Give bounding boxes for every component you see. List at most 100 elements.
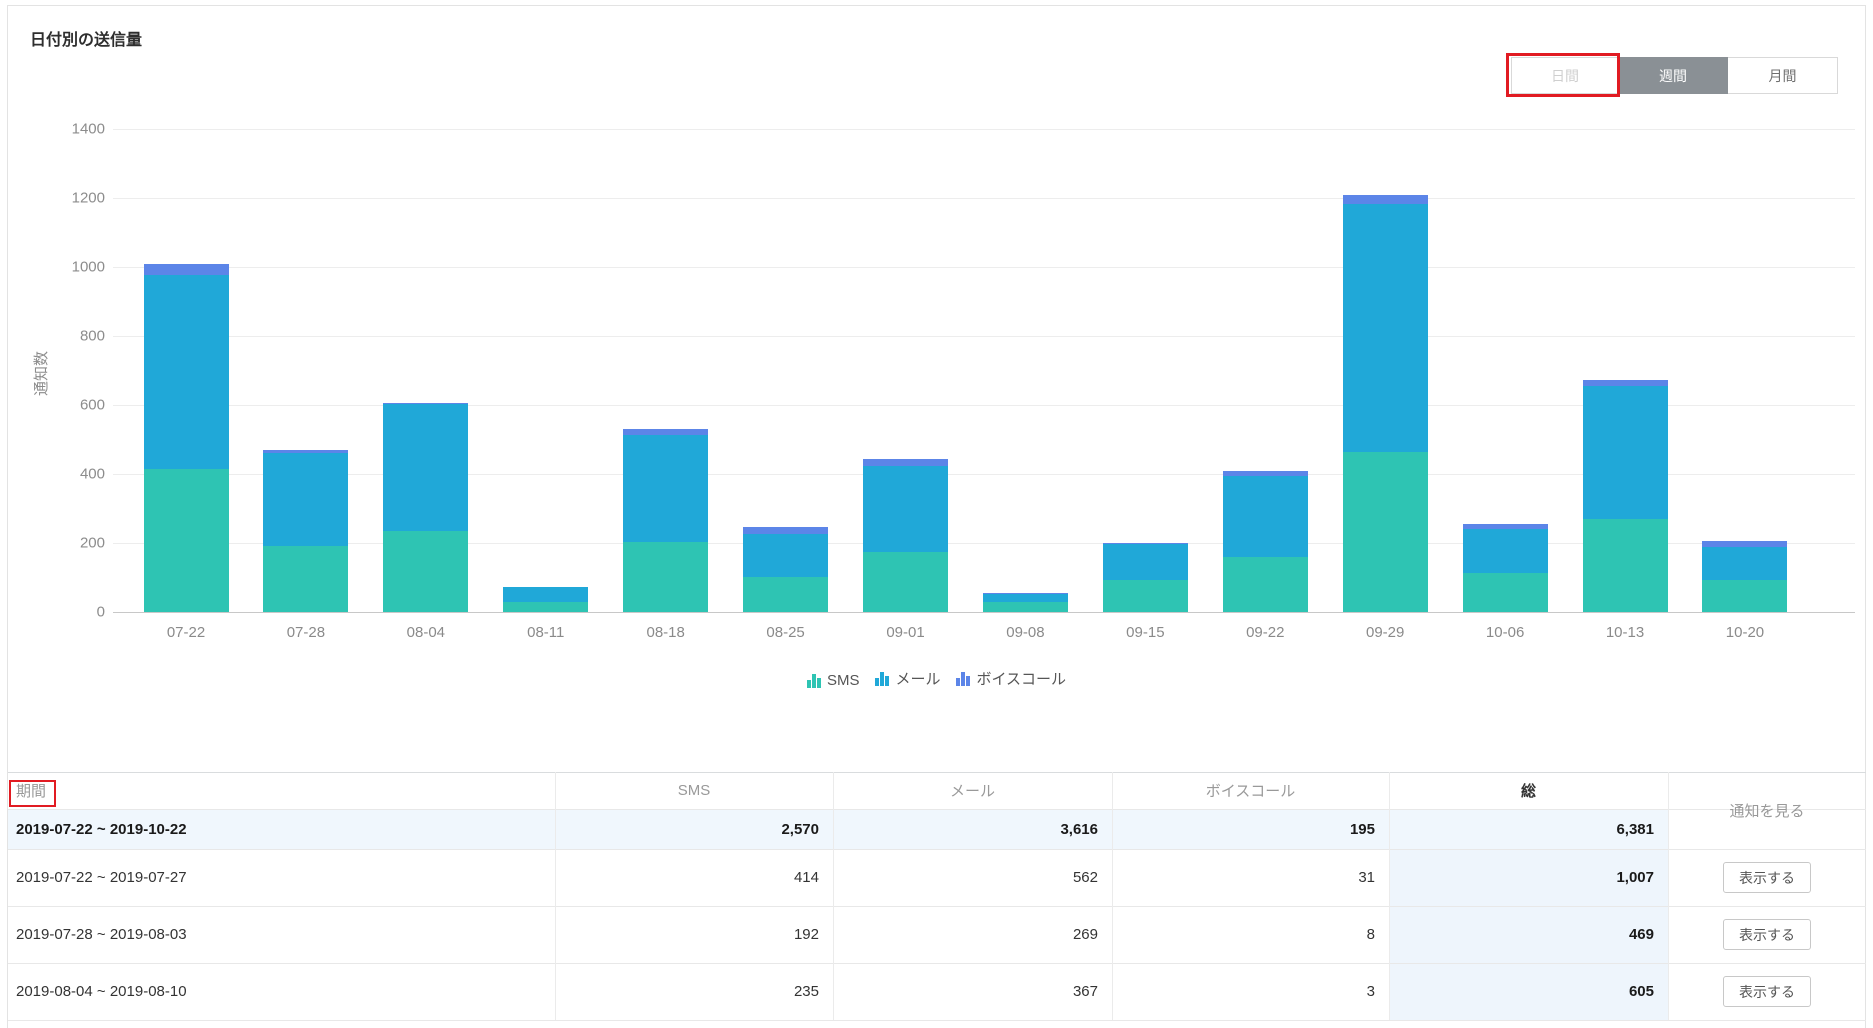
bar-segment-voice-09-15[interactable] xyxy=(1102,543,1188,544)
summary-value-total: 6,381 xyxy=(1616,820,1654,838)
bar-segment-voice-09-01[interactable] xyxy=(863,459,949,466)
bar-segment-sms-09-15[interactable] xyxy=(1102,580,1188,612)
bar-segment-mail-08-18[interactable] xyxy=(623,435,709,542)
bar-segment-mail-10-13[interactable] xyxy=(1582,386,1668,519)
y-tick-label-400: 400 xyxy=(79,465,105,483)
row-period: 2019-07-22 ~ 2019-07-27 xyxy=(16,869,187,886)
row-value-voice: 31 xyxy=(1358,869,1375,886)
gridline-1400 xyxy=(113,129,1855,130)
legend-item-voice[interactable]: ボイスコール xyxy=(956,668,1066,689)
legend-bar-chart-icon-mail xyxy=(875,671,890,686)
y-axis-title: 通知数 xyxy=(33,350,51,397)
chart-legend: SMS メール ボイスコール xyxy=(0,668,1873,689)
bar-segment-sms-09-01[interactable] xyxy=(863,552,949,612)
bar-stack-09-22[interactable] xyxy=(1222,471,1308,612)
bar-segment-mail-09-15[interactable] xyxy=(1102,544,1188,580)
bar-stack-07-22[interactable] xyxy=(143,264,229,612)
gridline-400 xyxy=(113,474,1855,475)
bar-segment-sms-09-29[interactable] xyxy=(1342,452,1428,612)
row-action-cell: 表示する xyxy=(1668,849,1866,906)
legend-label: SMS xyxy=(826,672,860,689)
bar-segment-sms-10-20[interactable] xyxy=(1702,580,1788,612)
bar-stack-08-11[interactable] xyxy=(503,587,589,612)
row-value-mail: 562 xyxy=(1072,869,1098,886)
row-action-cell: 表示する xyxy=(1668,906,1866,963)
bar-segment-mail-08-25[interactable] xyxy=(743,534,829,577)
row-value-sms: 192 xyxy=(793,926,819,943)
x-axis-label-08-25: 08-25 xyxy=(766,624,805,641)
row-value-sms: 235 xyxy=(793,983,819,1000)
bar-segment-mail-10-06[interactable] xyxy=(1462,529,1548,573)
bar-segment-mail-08-11[interactable] xyxy=(503,587,589,602)
bar-segment-sms-08-11[interactable] xyxy=(503,602,589,612)
bar-stack-09-15[interactable] xyxy=(1102,543,1188,612)
bar-segment-voice-10-06[interactable] xyxy=(1462,524,1548,529)
show-notifications-button[interactable]: 表示する xyxy=(1723,919,1811,950)
x-axis-label-09-15: 09-15 xyxy=(1126,624,1165,641)
legend-item-sms[interactable]: SMS xyxy=(806,672,860,689)
bar-stack-09-01[interactable] xyxy=(863,459,949,612)
bar-segment-sms-09-08[interactable] xyxy=(982,602,1068,612)
bar-segment-sms-10-13[interactable] xyxy=(1582,519,1668,612)
y-tick-label-0: 0 xyxy=(96,603,105,621)
bar-stack-10-06[interactable] xyxy=(1462,524,1548,612)
bar-segment-voice-07-22[interactable] xyxy=(143,264,229,275)
x-axis-label-10-13: 10-13 xyxy=(1605,624,1645,641)
bar-segment-mail-09-22[interactable] xyxy=(1222,476,1308,557)
bar-stack-08-18[interactable] xyxy=(623,429,709,612)
bar-segment-mail-07-22[interactable] xyxy=(143,275,229,469)
bar-stack-10-13[interactable] xyxy=(1582,380,1668,612)
legend-label: メール xyxy=(895,671,941,688)
bar-stack-07-28[interactable] xyxy=(263,450,349,612)
bar-segment-sms-10-06[interactable] xyxy=(1462,573,1548,612)
bar-segment-voice-07-28[interactable] xyxy=(263,450,349,453)
bar-stack-08-04[interactable] xyxy=(383,403,469,612)
table-border xyxy=(8,963,1866,964)
column-separator xyxy=(555,772,556,1020)
row-value-mail: 367 xyxy=(1072,983,1098,1000)
row-value-voice: 8 xyxy=(1366,926,1375,943)
bar-segment-voice-08-18[interactable] xyxy=(623,429,709,435)
tab-daily[interactable]: 日間 xyxy=(1511,57,1618,94)
show-notifications-button[interactable]: 表示する xyxy=(1723,976,1811,1007)
legend-icon-bar xyxy=(956,678,961,686)
bar-segment-voice-10-13[interactable] xyxy=(1582,380,1668,386)
bar-segment-mail-09-29[interactable] xyxy=(1342,204,1428,452)
bar-segment-sms-07-22[interactable] xyxy=(143,469,229,612)
column-header-view-notifications: 通知を見る xyxy=(1729,803,1805,820)
legend-icon-bar xyxy=(816,678,821,688)
column-header-period: 期間 xyxy=(16,783,47,800)
x-axis-label-10-06: 10-06 xyxy=(1485,624,1525,641)
show-notifications-button[interactable]: 表示する xyxy=(1723,862,1811,893)
bar-segment-sms-08-25[interactable] xyxy=(743,577,829,612)
table-border xyxy=(8,849,1866,850)
legend-label: ボイスコール xyxy=(976,671,1067,688)
row-value-mail: 269 xyxy=(1072,926,1098,943)
bar-stack-08-25[interactable] xyxy=(743,527,829,612)
legend-item-mail[interactable]: メール xyxy=(875,668,940,689)
gridline-800 xyxy=(113,336,1855,337)
bar-segment-voice-10-20[interactable] xyxy=(1702,541,1788,547)
bar-segment-sms-09-22[interactable] xyxy=(1222,557,1308,612)
bar-segment-voice-09-29[interactable] xyxy=(1342,195,1428,204)
tab-monthly[interactable]: 月間 xyxy=(1728,57,1838,94)
bar-segment-sms-08-18[interactable] xyxy=(623,542,709,612)
bar-segment-sms-07-28[interactable] xyxy=(263,546,349,612)
tab-weekly[interactable]: 週間 xyxy=(1618,57,1728,94)
bar-segment-mail-09-08[interactable] xyxy=(982,594,1068,602)
bar-segment-mail-08-04[interactable] xyxy=(383,404,469,531)
table-border xyxy=(8,1020,1866,1021)
bar-stack-09-08[interactable] xyxy=(982,593,1068,612)
bar-segment-voice-08-04[interactable] xyxy=(383,403,469,404)
bar-stack-10-20[interactable] xyxy=(1702,541,1788,612)
bar-segment-voice-09-22[interactable] xyxy=(1222,471,1308,476)
bar-segment-mail-10-20[interactable] xyxy=(1702,547,1788,580)
bar-segment-mail-09-01[interactable] xyxy=(863,466,949,552)
bar-segment-sms-08-04[interactable] xyxy=(383,531,469,612)
bar-stack-09-29[interactable] xyxy=(1342,195,1428,612)
y-tick-label-1000: 1000 xyxy=(71,258,105,276)
bar-segment-voice-08-25[interactable] xyxy=(743,527,829,534)
legend-icon-bar xyxy=(961,672,966,686)
bar-segment-mail-07-28[interactable] xyxy=(263,453,349,546)
bar-segment-voice-09-08[interactable] xyxy=(982,593,1068,594)
